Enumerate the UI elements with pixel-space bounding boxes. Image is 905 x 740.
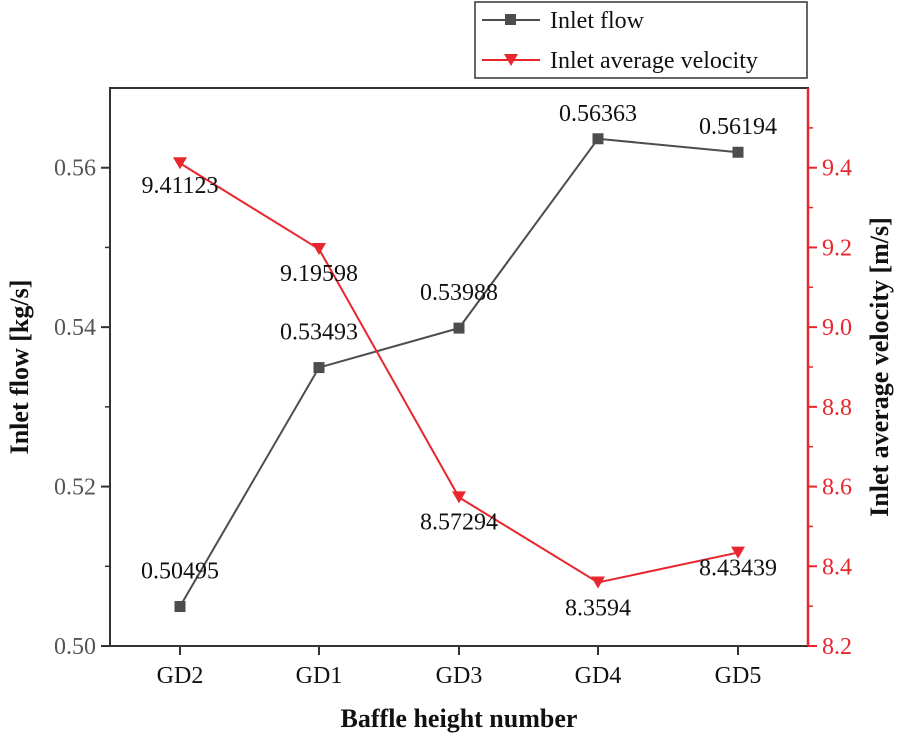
- y-right-tick-label: 9.4: [822, 156, 852, 182]
- series-layer: [173, 133, 745, 613]
- inlet-velocity-data-label: 8.3594: [565, 595, 631, 621]
- legend: Inlet flow Inlet average velocity: [474, 1, 808, 79]
- y-right-tick-label: 8.4: [822, 554, 852, 580]
- y-right-tick-label: 8.6: [822, 475, 852, 501]
- inlet-velocity-data-label: 8.57294: [420, 509, 498, 535]
- left-axis-ticks: 0.50 0.52 0.54 0.56: [54, 156, 110, 660]
- x-tick-label: GD2: [157, 663, 204, 689]
- inlet-flow-data-label: 0.53493: [280, 320, 358, 346]
- y-right-tick-label: 9.2: [822, 235, 852, 261]
- x-axis-title: Baffle height number: [341, 704, 578, 733]
- x-tick-label: GD4: [575, 663, 622, 689]
- inlet-velocity-point: [452, 491, 466, 504]
- inlet-flow-point: [313, 362, 325, 374]
- y-left-tick-label: 0.50: [54, 634, 96, 660]
- legend-velocity-marker: [504, 54, 518, 66]
- inlet-flow-line: [179, 137, 739, 608]
- inlet-flow-point: [592, 133, 604, 145]
- legend-box: [474, 1, 808, 79]
- inlet-flow-data-label: 0.53988: [420, 280, 498, 306]
- inlet-flow-data-label: 0.56363: [559, 101, 637, 127]
- y-left-tick-label: 0.54: [54, 315, 96, 341]
- y-right-axis-title: Inlet average velocity [m/s]: [865, 217, 894, 517]
- y-right-tick-label: 8.2: [822, 634, 852, 660]
- legend-flow-label: Inlet flow: [550, 8, 645, 34]
- inlet-velocity-point: [312, 243, 326, 256]
- x-axis-ticks: GD2 GD1 GD3 GD4 GD5: [157, 646, 762, 689]
- legend-flow-marker: [505, 14, 516, 25]
- inlet-flow-point: [174, 601, 186, 613]
- y-left-tick-label: 0.56: [54, 156, 96, 182]
- y-left-axis-title: Inlet flow [kg/s]: [5, 280, 34, 455]
- y-right-tick-label: 8.8: [822, 395, 852, 421]
- inlet-flow-point: [732, 146, 744, 158]
- data-label-layer: 0.50495 0.53493 0.53988 0.56363 0.56194 9.411…: [141, 101, 777, 622]
- inlet-velocity-data-label: 8.43439: [699, 556, 777, 582]
- inlet-flow-data-label: 0.50495: [141, 559, 219, 585]
- inlet-velocity-point: [173, 157, 187, 170]
- inlet-velocity-data-label: 9.41123: [141, 173, 218, 199]
- inlet-flow-point: [453, 322, 465, 334]
- x-tick-label: GD1: [296, 663, 343, 689]
- inlet-flow-data-label: 0.56194: [699, 114, 777, 140]
- inlet-velocity-point: [731, 546, 745, 559]
- inlet-velocity-point: [591, 576, 605, 589]
- inlet-velocity-data-label: 9.19598: [280, 261, 358, 287]
- x-tick-label: GD5: [715, 663, 762, 689]
- y-right-tick-label: 9.0: [822, 315, 852, 341]
- legend-velocity-label: Inlet average velocity: [550, 48, 758, 74]
- right-axis-ticks: 8.2 8.4 8.6 8.8 9.0 9.2 9.4: [808, 127, 852, 660]
- y-left-tick-label: 0.52: [54, 475, 96, 501]
- x-tick-label: GD3: [436, 663, 483, 689]
